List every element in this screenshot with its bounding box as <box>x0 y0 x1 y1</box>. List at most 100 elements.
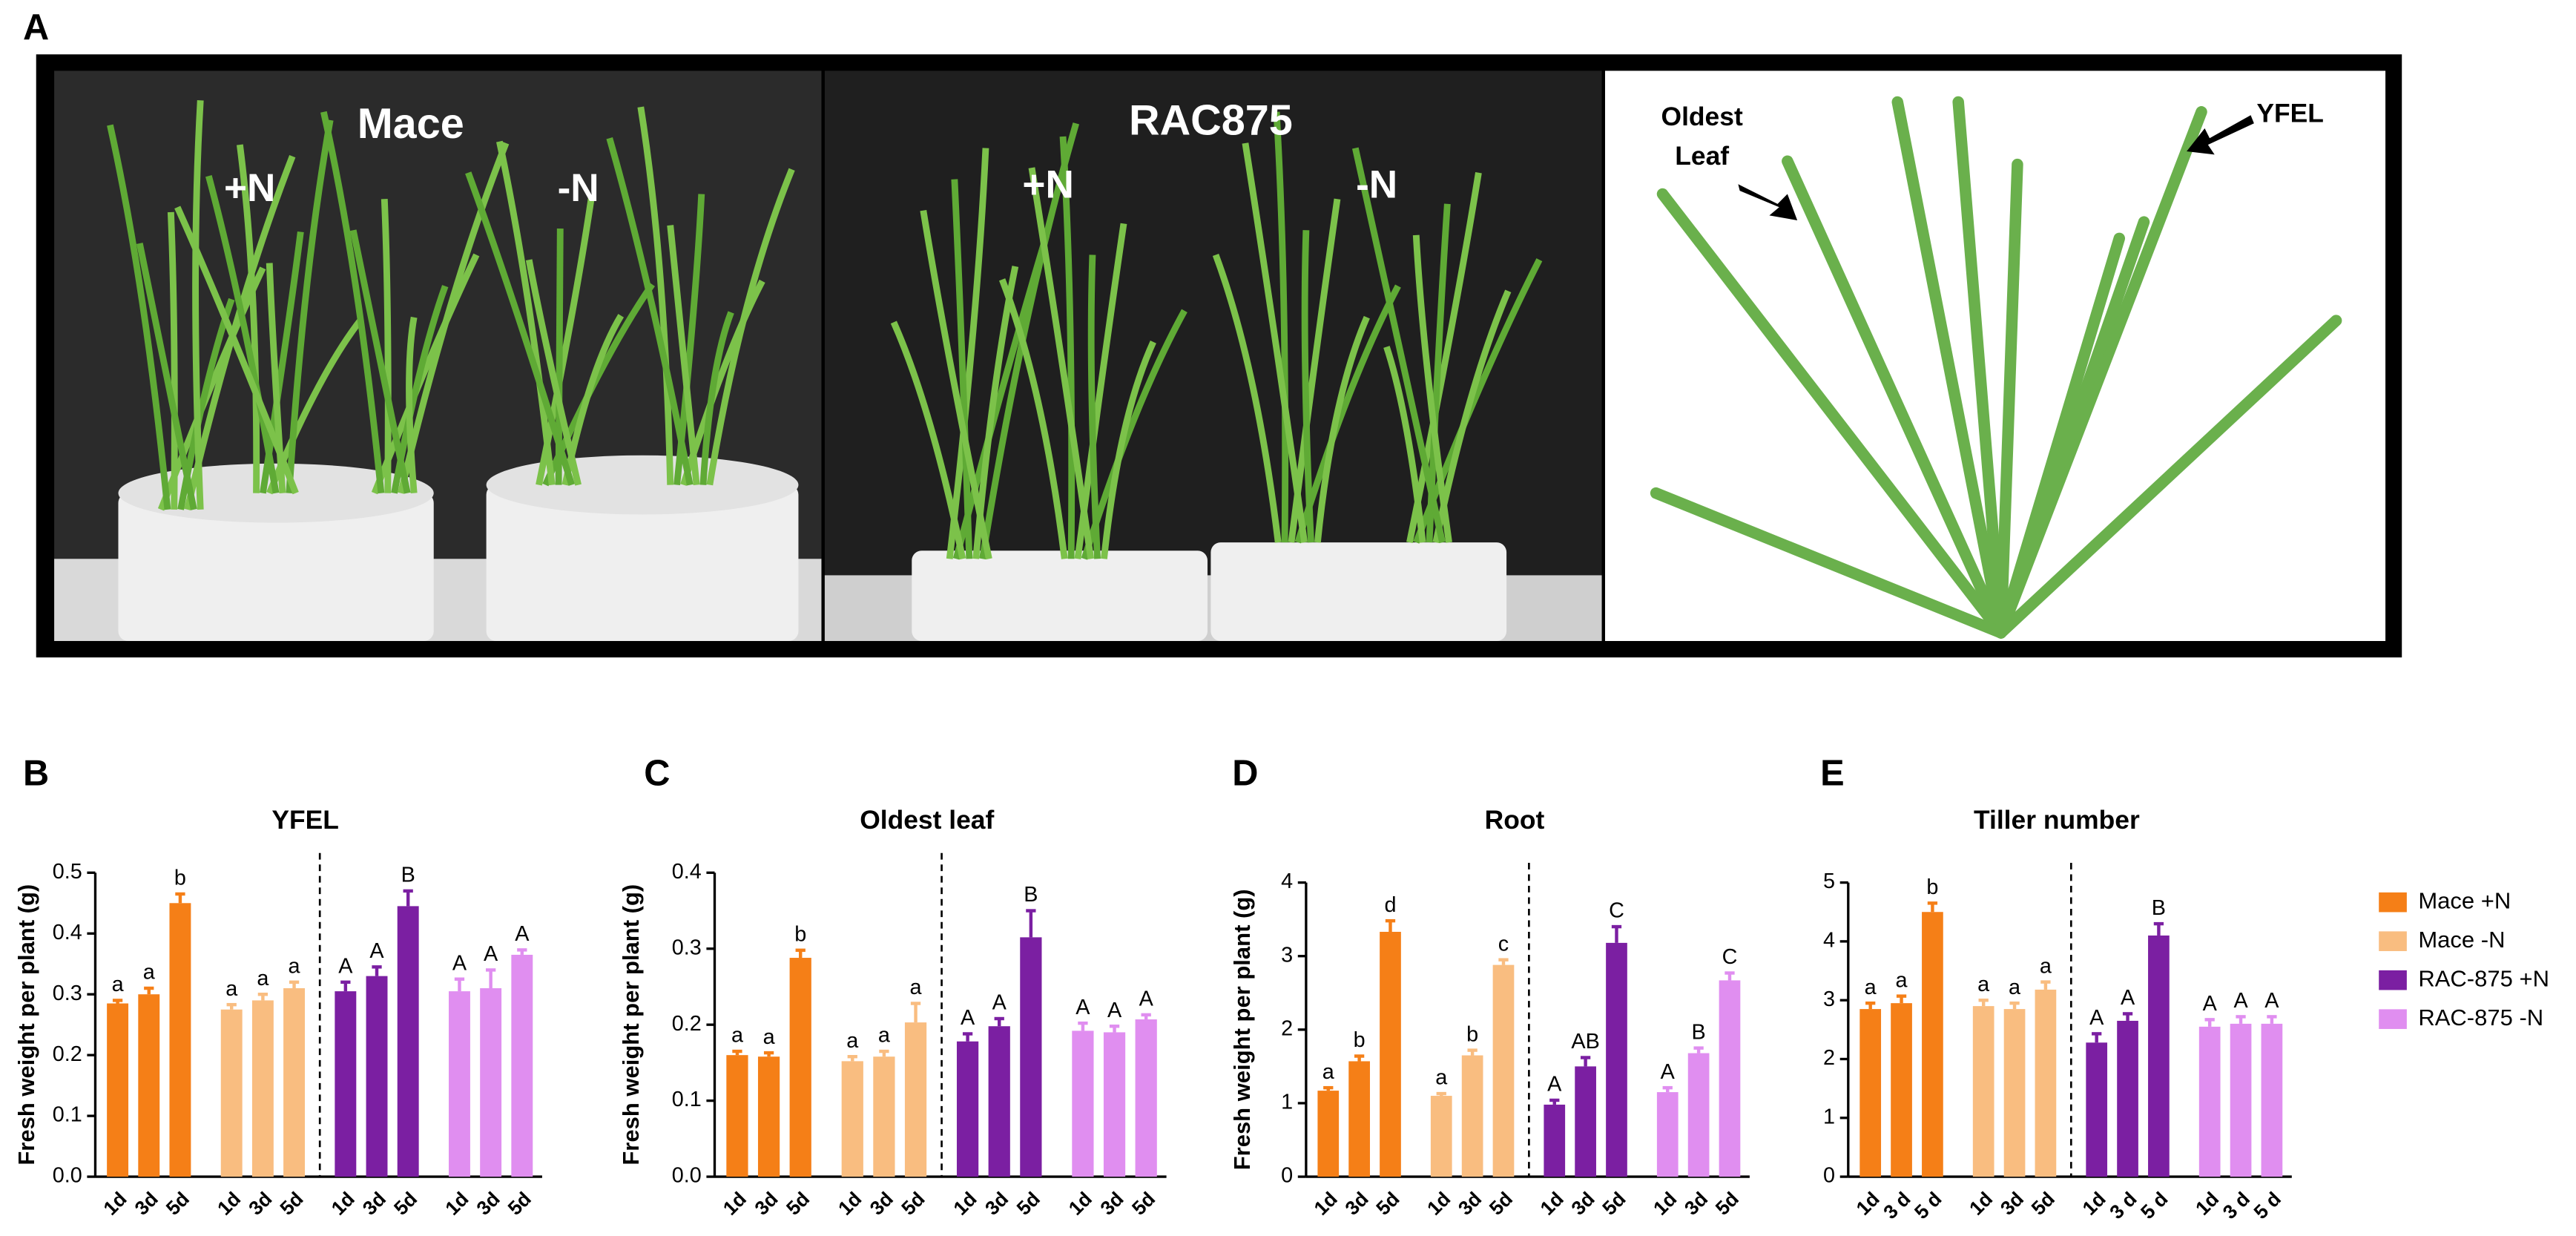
significance-letter: A <box>992 991 1007 1015</box>
bar <box>251 1000 274 1177</box>
photo-title: Mace <box>358 100 464 148</box>
significance-letter: c <box>1498 932 1509 956</box>
x-tick-label: 1d <box>441 1188 472 1220</box>
legend-swatch <box>2379 931 2407 951</box>
x-tick-label: 5d <box>1598 1188 1630 1220</box>
bar <box>2086 1042 2108 1177</box>
x-tick-label: 5d <box>1012 1188 1044 1220</box>
bar <box>1891 1003 1912 1177</box>
leaf <box>998 278 1068 559</box>
y-tick-label: 0.4 <box>53 921 82 944</box>
bar <box>220 1009 243 1177</box>
bar <box>726 1055 748 1177</box>
leaf <box>637 106 674 485</box>
legend-label: RAC-875 -N <box>2418 1005 2543 1030</box>
x-tick-label: 3 d <box>2218 1188 2254 1223</box>
y-tick-label: 0.3 <box>53 982 82 1005</box>
leaf <box>606 137 694 486</box>
leaf <box>236 144 260 493</box>
y-tick-label: 0.0 <box>672 1164 702 1188</box>
y-tick-label: 0.1 <box>672 1088 702 1111</box>
significance-letter: a <box>1865 976 1877 999</box>
bar <box>1461 1055 1483 1177</box>
y-tick-label: 0.0 <box>53 1164 82 1188</box>
leaf <box>192 100 204 510</box>
leaf <box>706 168 795 486</box>
x-tick-label: 1d <box>213 1188 245 1220</box>
panel-label: D <box>1232 754 1258 794</box>
bar <box>904 1022 927 1177</box>
y-tick-label: 2 <box>1281 1016 1293 1040</box>
significance-letter: a <box>289 955 300 979</box>
bar <box>1020 937 1042 1177</box>
significance-letter: B <box>2152 896 2166 920</box>
x-tick-label: 5d <box>1371 1188 1403 1220</box>
bar <box>1380 932 1401 1177</box>
bar <box>1135 1019 1157 1177</box>
diagram-leaf <box>1891 96 2007 639</box>
significance-letter: d <box>1384 893 1396 917</box>
x-tick-label: 3d <box>244 1188 276 1220</box>
y-tick-label: 3 <box>1281 943 1293 967</box>
y-axis-label: Fresh weight per plant (g) <box>13 884 39 1166</box>
leaf <box>1351 147 1446 544</box>
leaf <box>525 259 582 486</box>
x-tick-label: 3d <box>1096 1188 1127 1220</box>
x-tick-label: 3d <box>1996 1188 2028 1220</box>
significance-letter: A <box>1075 996 1090 1019</box>
significance-letter: a <box>731 1024 743 1048</box>
significance-letter: b <box>1466 1022 1478 1046</box>
x-tick-label: 1d <box>834 1188 866 1220</box>
legend-label: RAC-875 +N <box>2418 965 2549 991</box>
leaf <box>1242 142 1308 543</box>
bar <box>789 958 811 1177</box>
leaf <box>174 206 299 495</box>
leaf <box>699 311 734 485</box>
x-tick-label: 5 d <box>1910 1188 1946 1223</box>
diagram-leaf <box>1782 155 2007 639</box>
leaf <box>1301 230 1314 543</box>
panel-label: B <box>23 754 49 794</box>
pot <box>486 455 799 515</box>
x-tick-label: 5d <box>1127 1188 1159 1220</box>
significance-letter: a <box>846 1029 858 1053</box>
significance-letter: AB <box>1571 1030 1599 1053</box>
diagram-leaf <box>1995 158 2023 639</box>
bar <box>1972 1006 1994 1177</box>
bar <box>1922 912 1943 1177</box>
y-tick-label: 4 <box>1281 870 1293 893</box>
x-tick-label: 1d <box>719 1188 751 1220</box>
bar <box>397 906 419 1177</box>
x-tick-label: 1d <box>1310 1188 1342 1220</box>
leaf <box>1412 234 1452 543</box>
bar <box>1656 1092 1679 1177</box>
significance-letter: a <box>910 976 922 999</box>
leaf <box>667 225 700 486</box>
bar <box>1606 942 1627 1177</box>
bar <box>1317 1091 1340 1177</box>
bar <box>1430 1096 1452 1177</box>
significance-letter: A <box>2089 1006 2104 1030</box>
bar <box>2198 1026 2221 1177</box>
pot <box>912 550 1208 642</box>
significance-letter: A <box>2203 992 2218 1016</box>
bar <box>511 954 533 1177</box>
y-tick-label: 1 <box>1281 1091 1293 1114</box>
chart-title: Root <box>1485 805 1545 835</box>
panel-label: A <box>23 7 49 47</box>
leaf <box>398 142 510 494</box>
bar <box>169 903 191 1177</box>
x-tick-label: 3d <box>1341 1188 1373 1220</box>
leaf <box>406 316 418 494</box>
y-tick-label: 0 <box>1281 1164 1293 1188</box>
bar <box>1544 1104 1566 1177</box>
leaf <box>320 111 385 494</box>
significance-letter: A <box>2121 986 2135 1010</box>
significance-letter: a <box>1896 968 1908 992</box>
x-tick-label: 5d <box>1711 1188 1743 1220</box>
y-tick-label: 5 <box>1823 870 1835 893</box>
leaf <box>1273 111 1289 543</box>
x-tick-label: 5d <box>1485 1188 1517 1220</box>
significance-letter: a <box>878 1024 890 1048</box>
significance-letter: a <box>225 977 237 1001</box>
